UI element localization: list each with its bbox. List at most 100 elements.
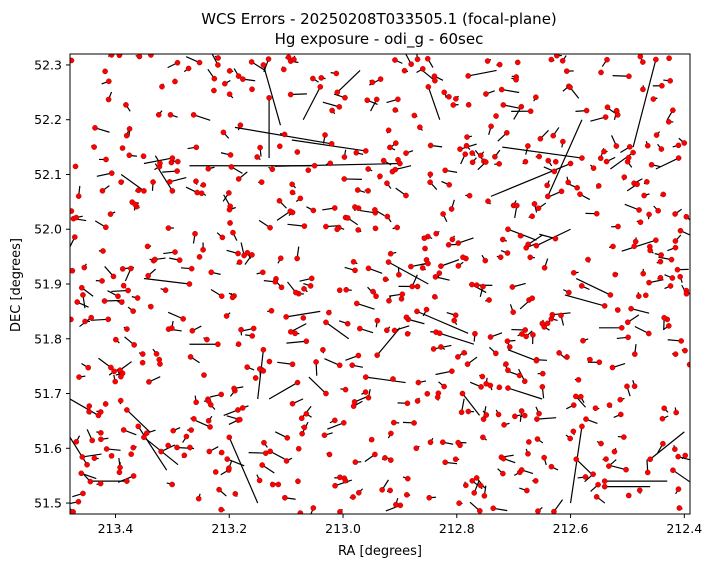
star-point	[618, 397, 623, 402]
star-point	[136, 188, 141, 193]
star-point	[206, 398, 211, 403]
star-point	[484, 381, 489, 386]
star-point	[226, 466, 231, 471]
star-point	[428, 172, 433, 177]
star-point	[96, 413, 101, 418]
star-point	[631, 150, 636, 155]
star-point	[219, 450, 224, 455]
star-point	[393, 502, 398, 507]
star-point	[453, 457, 458, 462]
star-point	[304, 411, 309, 416]
star-point	[249, 59, 254, 64]
star-point	[89, 315, 94, 320]
star-point	[370, 80, 375, 85]
star-point	[638, 54, 643, 59]
star-point	[579, 155, 584, 160]
star-point	[290, 401, 295, 406]
star-point	[585, 257, 590, 262]
star-point	[174, 445, 179, 450]
star-point	[103, 401, 108, 406]
star-point	[337, 288, 342, 293]
star-point	[326, 310, 331, 315]
star-point	[470, 150, 475, 155]
star-point	[273, 279, 278, 284]
star-point	[284, 458, 289, 463]
star-point	[518, 233, 523, 238]
star-point	[682, 348, 687, 353]
star-point	[131, 445, 136, 450]
star-point	[286, 55, 291, 60]
star-point	[654, 132, 659, 137]
star-point	[117, 368, 122, 373]
star-point	[404, 492, 409, 497]
star-point	[532, 201, 537, 206]
star-point	[363, 389, 368, 394]
star-point	[363, 148, 368, 153]
star-point	[656, 208, 661, 213]
star-point	[478, 153, 483, 158]
star-point	[111, 274, 116, 279]
star-point	[213, 469, 218, 474]
error-vector	[263, 65, 280, 125]
star-point	[626, 74, 631, 79]
star-point	[171, 428, 176, 433]
star-point	[124, 407, 129, 412]
star-point	[103, 157, 108, 162]
star-point	[653, 57, 658, 62]
star-point	[200, 247, 205, 252]
star-point	[601, 149, 606, 154]
star-point	[320, 347, 325, 352]
star-point	[182, 453, 187, 458]
error-vector	[508, 388, 542, 399]
star-point	[500, 237, 505, 242]
star-point	[383, 277, 388, 282]
star-point	[352, 204, 357, 209]
star-point	[542, 455, 547, 460]
star-point	[395, 97, 400, 102]
star-point	[221, 130, 226, 135]
star-point	[626, 335, 631, 340]
star-point	[168, 112, 173, 117]
star-point	[172, 249, 177, 254]
star-point	[409, 62, 414, 67]
star-point	[595, 482, 600, 487]
star-point	[515, 60, 520, 65]
star-point	[659, 252, 664, 257]
error-vector	[366, 377, 406, 382]
star-point	[645, 470, 650, 475]
star-point	[670, 108, 675, 113]
star-point	[335, 227, 340, 232]
star-point	[428, 143, 433, 148]
star-point	[140, 360, 145, 365]
star-point	[604, 159, 609, 164]
star-point	[100, 188, 105, 193]
star-point	[551, 509, 556, 514]
star-point	[355, 187, 360, 192]
star-point	[103, 69, 108, 74]
star-point	[579, 424, 584, 429]
star-point	[159, 84, 164, 89]
star-point	[157, 361, 162, 366]
star-point	[648, 248, 653, 253]
star-point	[74, 439, 79, 444]
star-point	[646, 212, 651, 217]
error-vector	[565, 295, 605, 306]
star-point	[434, 231, 439, 236]
star-point	[535, 509, 540, 514]
star-point	[659, 83, 664, 88]
star-point	[322, 433, 327, 438]
error-vector	[258, 350, 264, 399]
star-point	[388, 251, 393, 256]
star-point	[435, 395, 440, 400]
error-vector	[303, 87, 320, 120]
star-point	[270, 482, 275, 487]
star-point	[482, 493, 487, 498]
star-point	[233, 491, 238, 496]
star-point	[299, 431, 304, 436]
star-point	[318, 84, 323, 89]
star-point	[533, 95, 538, 100]
star-point	[504, 130, 509, 135]
star-point	[392, 328, 397, 333]
star-point	[212, 76, 217, 81]
star-point	[381, 158, 386, 163]
